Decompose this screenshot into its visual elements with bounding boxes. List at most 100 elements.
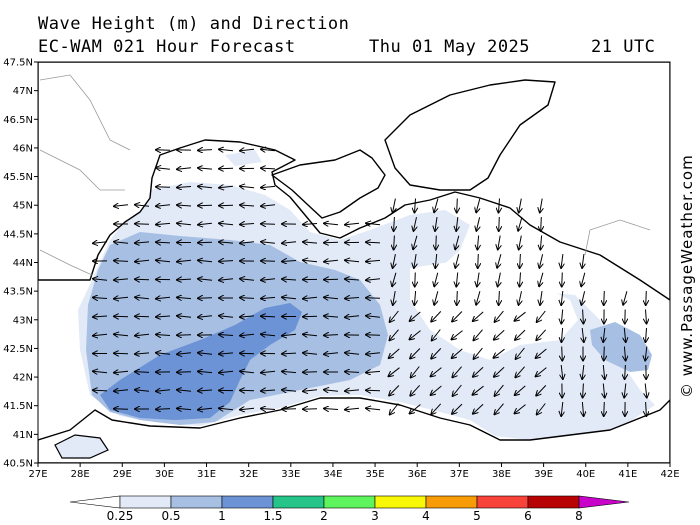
wave-arrow: [583, 383, 584, 398]
lon-label: 36E: [408, 469, 427, 480]
wave-arrow: [394, 235, 395, 250]
wave-arrow: [494, 329, 505, 339]
wave-arrow: [561, 401, 563, 416]
wave-arrow: [515, 311, 526, 321]
wave-arrow: [452, 311, 463, 322]
wave-arrow: [324, 335, 339, 336]
lon-label: 40E: [576, 469, 595, 480]
wave-arrow: [156, 409, 171, 410]
credit-text: © www.PassageWeather.com: [678, 154, 696, 398]
wave-arrow: [261, 242, 275, 244]
wave-arrow: [436, 235, 437, 250]
wave-arrow: [114, 390, 129, 391]
wave-arrow: [198, 390, 213, 391]
wave-arrow: [540, 235, 541, 250]
wave-arrow: [604, 401, 605, 416]
wave-arrow: [515, 329, 526, 340]
wave-arrow: [452, 330, 463, 340]
legend-tick-label: 8: [575, 509, 583, 523]
legend-tick-label: 6: [524, 509, 532, 523]
wave-arrow: [240, 205, 255, 206]
wave-arrow: [240, 149, 255, 151]
wave-arrow: [177, 408, 192, 409]
wave-arrow: [562, 272, 563, 287]
wave-arrow: [582, 254, 584, 268]
wave-arrow: [261, 297, 276, 298]
wave-arrow: [431, 403, 442, 414]
wave-arrow: [414, 290, 415, 305]
wave-arrow: [219, 242, 234, 243]
legend-tick-label: 1: [218, 509, 226, 523]
wave-arrow: [198, 371, 213, 372]
lat-label: 42.5N: [3, 344, 33, 355]
wave-arrow: [456, 217, 458, 231]
wave-arrow: [415, 272, 416, 287]
wave-arrow: [536, 348, 547, 358]
wave-arrow: [177, 297, 192, 298]
wave-arrow: [366, 223, 381, 225]
wave-arrow: [455, 235, 459, 250]
wave-arrow: [156, 168, 170, 170]
wave-arrow: [452, 348, 463, 358]
wave-arrow: [156, 205, 171, 206]
wave-arrow: [219, 223, 234, 224]
wave-arrow: [219, 371, 234, 373]
wave-arrow: [520, 272, 521, 287]
legend-swatch: [170, 495, 223, 509]
wave-arrow: [282, 334, 297, 336]
marmara-sea: [54, 434, 109, 459]
wave-arrow: [431, 311, 442, 321]
lat-label: 47.5N: [3, 58, 33, 69]
wave-arrow: [282, 261, 297, 262]
lat-label: 43.5N: [3, 287, 33, 298]
wave-arrow: [582, 401, 583, 416]
lon-label: 30E: [155, 469, 174, 480]
wave-arrow: [431, 367, 442, 377]
wave-arrow: [499, 198, 500, 213]
wave-arrow: [645, 346, 647, 361]
wave-arrow: [625, 364, 626, 379]
wave-arrow: [198, 150, 213, 151]
wave-arrow: [198, 408, 213, 410]
wave-arrow: [645, 383, 647, 398]
wave-arrow: [135, 334, 150, 335]
wave-arrow: [477, 272, 479, 287]
wave-arrow: [390, 310, 399, 322]
wave-arrow: [540, 291, 542, 305]
wave-arrow: [476, 217, 479, 231]
wave-arrow: [457, 290, 458, 305]
wave-arrow: [219, 149, 234, 150]
wave-arrow: [240, 279, 255, 281]
wave-arrow: [603, 327, 605, 342]
wave-arrow: [177, 168, 192, 170]
wave-arrow: [604, 346, 605, 361]
wave-arrow: [135, 260, 150, 261]
wave-arrow: [240, 316, 255, 317]
wave-arrow: [519, 198, 522, 213]
lat-label: 40.5N: [3, 459, 33, 470]
wave-arrow: [303, 297, 318, 299]
wave-arrow: [198, 316, 213, 318]
wave-arrow: [624, 327, 625, 342]
lat-label: 42N: [13, 373, 33, 384]
lat-label: 44.5N: [3, 229, 33, 240]
wave-arrow: [93, 390, 108, 391]
wave-arrow: [114, 409, 129, 410]
lon-label: 29E: [113, 469, 132, 480]
land-south: [38, 397, 670, 463]
wave-arrow: [432, 329, 441, 341]
wave-arrow: [539, 272, 544, 286]
wave-arrow: [135, 205, 150, 207]
wave-arrow: [198, 242, 213, 243]
wave-arrow: [520, 253, 521, 268]
wave-arrow: [282, 371, 297, 372]
wave-arrow: [435, 217, 437, 231]
wave-arrow: [646, 401, 647, 416]
wave-arrow: [456, 272, 457, 287]
wave-arrow: [562, 346, 563, 361]
wave-arrow: [177, 279, 192, 280]
wave-arrow: [478, 253, 479, 268]
lon-label: 27E: [28, 469, 47, 480]
wave-arrow: [282, 390, 297, 391]
wave-arrow: [93, 279, 108, 281]
